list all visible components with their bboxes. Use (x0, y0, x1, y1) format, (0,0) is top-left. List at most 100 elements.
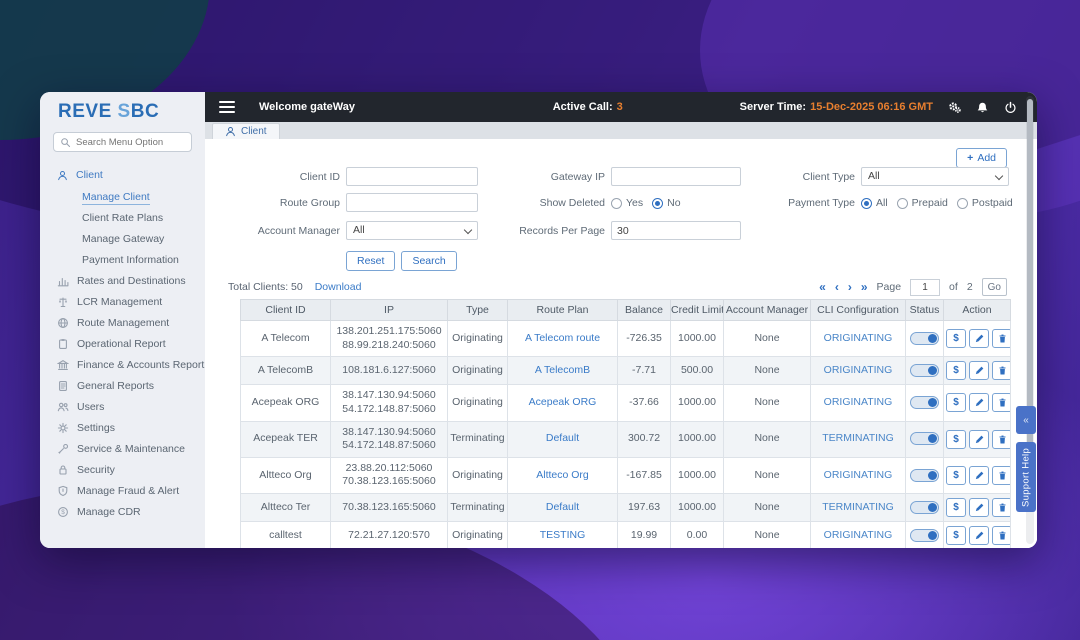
show-deleted-radio-no[interactable]: No (652, 197, 681, 209)
status-toggle[interactable] (910, 500, 939, 514)
sidebar-item-service-maintenance[interactable]: Service & Maintenance (40, 438, 205, 459)
sidebar-item-operational-report[interactable]: Operational Report (40, 333, 205, 354)
payment-type-radio-prepaid[interactable]: Prepaid (896, 197, 948, 209)
payment-dollar-button[interactable]: $ (946, 329, 966, 349)
sidebar-item-security[interactable]: Security (40, 459, 205, 480)
edit-pencil-button[interactable] (969, 361, 989, 381)
cli-configuration-value: ORIGINATING (823, 468, 893, 481)
edit-pencil-button[interactable] (969, 465, 989, 485)
sidebar-item-users[interactable]: Users (40, 396, 205, 417)
go-button[interactable]: Go (981, 278, 1007, 296)
radio-label: No (667, 197, 681, 209)
add-client-button[interactable]: + Add (956, 148, 1007, 168)
admin-gears-icon[interactable] (948, 101, 961, 114)
status-toggle[interactable] (910, 331, 939, 345)
edit-pencil-button[interactable] (969, 526, 989, 546)
sidebar-item-route-management[interactable]: Route Management (40, 312, 205, 333)
route-group-input[interactable] (346, 193, 478, 212)
route-plan-link[interactable]: Altteco Org (536, 468, 589, 481)
prev-page-icon[interactable]: ‹ (834, 280, 839, 294)
sidebar-item-rates-and-destinations[interactable]: Rates and Destinations (40, 270, 205, 291)
cell-balance: 300.72 (617, 420, 671, 458)
notifications-bell-icon[interactable] (976, 101, 989, 114)
show-deleted-radio-yes[interactable]: Yes (611, 197, 643, 209)
delete-trash-button[interactable] (992, 429, 1010, 449)
first-page-icon[interactable]: « (819, 280, 826, 294)
payment-dollar-button[interactable]: $ (946, 465, 966, 485)
sidebar-item-label: Manage Fraud & Alert (77, 484, 180, 497)
delete-trash-button[interactable] (992, 361, 1010, 381)
payment-type-radio-all[interactable]: All (861, 197, 888, 209)
sidebar-item-general-reports[interactable]: General Reports (40, 375, 205, 396)
sidebar-subitem-manage-client[interactable]: Manage Client (40, 186, 205, 207)
logout-power-icon[interactable] (1004, 101, 1017, 114)
cell-client-id: Altteco Ter (240, 493, 331, 523)
hamburger-menu-icon[interactable] (219, 100, 235, 114)
delete-trash-button[interactable] (992, 393, 1010, 413)
delete-trash-button[interactable] (992, 465, 1010, 485)
cell-cli-configuration: ORIGINATING (810, 356, 906, 386)
sidebar-item-lcr-management[interactable]: LCR Management (40, 291, 205, 312)
client-id-input[interactable] (346, 167, 478, 186)
records-per-page-input[interactable] (611, 221, 741, 240)
last-page-icon[interactable]: » (860, 280, 868, 294)
status-toggle[interactable] (910, 468, 939, 482)
support-help-tab[interactable]: Support Help (1016, 442, 1036, 512)
sidebar-item-settings[interactable]: Settings (40, 417, 205, 438)
column-header-action: Action (943, 299, 1011, 321)
tab-client[interactable]: Client (212, 123, 280, 139)
sidebar-item-label: Route Management (77, 316, 170, 329)
delete-trash-button[interactable] (992, 526, 1010, 546)
status-toggle[interactable] (910, 363, 939, 377)
route-plan-link[interactable]: A TelecomB (534, 363, 591, 376)
search-button[interactable]: Search (401, 251, 457, 271)
sidebar-subitem-client-rate-plans[interactable]: Client Rate Plans (40, 207, 205, 228)
cell-action: $ (943, 420, 1011, 458)
sidebar-item-client[interactable]: Client (40, 164, 205, 186)
status-toggle[interactable] (910, 395, 939, 409)
payment-dollar-button[interactable]: $ (946, 429, 966, 449)
collapse-chevrons-icon[interactable]: « (1016, 406, 1036, 434)
route-plan-link[interactable]: Acepeak ORG (528, 396, 597, 409)
payment-dollar-button[interactable]: $ (946, 393, 966, 413)
sidebar-subitem-payment-information[interactable]: Payment Information (40, 249, 205, 270)
route-plan-link[interactable]: Default (545, 432, 580, 445)
next-page-icon[interactable]: › (847, 280, 852, 294)
edit-pencil-button[interactable] (969, 393, 989, 413)
menu-search-box[interactable] (53, 132, 192, 152)
status-toggle[interactable] (910, 528, 939, 542)
delete-trash-button[interactable] (992, 329, 1010, 349)
page-number-input[interactable] (910, 278, 941, 296)
menu-search-input[interactable] (76, 136, 185, 148)
route-plan-link[interactable]: Default (545, 500, 580, 513)
cell-ip: 38.147.130.94:5060 54.172.148.87:5060 (330, 384, 448, 422)
edit-pencil-button[interactable] (969, 329, 989, 349)
download-link[interactable]: Download (314, 281, 362, 293)
client-type-select[interactable]: All (861, 167, 1009, 186)
payment-dollar-button[interactable]: $ (946, 361, 966, 381)
sidebar-subitem-manage-gateway[interactable]: Manage Gateway (40, 228, 205, 249)
payment-dollar-button[interactable]: $ (946, 498, 966, 518)
cell-client-id: Altteco Org (240, 456, 331, 495)
sidebar-item-manage-fraud-alert[interactable]: Manage Fraud & Alert (40, 480, 205, 501)
route-plan-link[interactable]: A Telecom route (524, 331, 601, 344)
cell-ip: 138.201.251.175:5060 88.99.218.240:5060 (330, 319, 448, 358)
payment-dollar-button[interactable]: $ (946, 526, 966, 546)
sidebar-item-finance-accounts-report[interactable]: Finance & Accounts Report (40, 354, 205, 375)
edit-pencil-button[interactable] (969, 429, 989, 449)
status-toggle[interactable] (910, 432, 939, 446)
cell-account-manager: None (723, 493, 811, 523)
gateway-ip-input[interactable] (611, 167, 741, 186)
delete-trash-button[interactable] (992, 498, 1010, 518)
app-window: REVE SBC Client Manage Client Client Rate… (40, 92, 1037, 548)
sidebar-item-manage-cdr[interactable]: $ Manage CDR (40, 501, 205, 522)
column-header-ip: IP (330, 299, 448, 321)
account-manager-select[interactable]: All (346, 221, 478, 240)
reset-button[interactable]: Reset (346, 251, 396, 271)
cell-action: $ (943, 493, 1011, 523)
table-header-row: Client ID IP Type Route Plan Balance Credit L… (240, 299, 1011, 321)
edit-pencil-button[interactable] (969, 498, 989, 518)
payment-type-radio-postpaid[interactable]: Postpaid (956, 197, 1013, 209)
finance-icon (57, 359, 69, 371)
route-plan-link[interactable]: TESTING (539, 528, 586, 541)
